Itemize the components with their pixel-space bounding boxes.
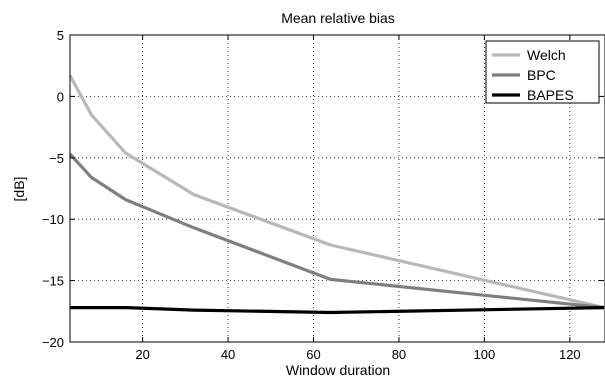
x-tick-label: 20: [135, 347, 149, 362]
legend-box: [485, 40, 600, 104]
x-tick-label: 80: [392, 347, 406, 362]
axis-ticks: 20 40 60 80 100 120 5 0 −5 −10 −15 −20: [42, 28, 604, 362]
plot-frame: [69, 34, 605, 343]
x-tick-label: 120: [559, 347, 581, 362]
x-tick-label: 60: [306, 347, 320, 362]
y-tick-label: 0: [57, 89, 64, 104]
series-line-bapes: [70, 306, 605, 315]
series-line-welch: [68, 74, 605, 310]
legend-label-welch: Welch: [527, 47, 566, 63]
x-tick-label: 100: [474, 347, 496, 362]
y-axis-title: [dB]: [11, 177, 27, 202]
y-tick-label: 5: [57, 28, 64, 43]
legend-label-bpc: BPC: [527, 67, 556, 83]
legend: Welch BPC BAPES: [485, 40, 600, 104]
series-line-bpc: [68, 153, 605, 310]
y-tick-label: −15: [42, 274, 64, 289]
x-tick-label: 40: [221, 347, 235, 362]
series-lines: [68, 74, 605, 315]
y-tick-label: −20: [42, 335, 64, 350]
y-tick-label: −10: [42, 212, 64, 227]
legend-label-bapes: BAPES: [527, 87, 574, 103]
y-tick-label: −5: [49, 151, 64, 166]
chart-title: Mean relative bias: [281, 10, 395, 26]
x-axis-title: Window duration: [286, 362, 390, 378]
